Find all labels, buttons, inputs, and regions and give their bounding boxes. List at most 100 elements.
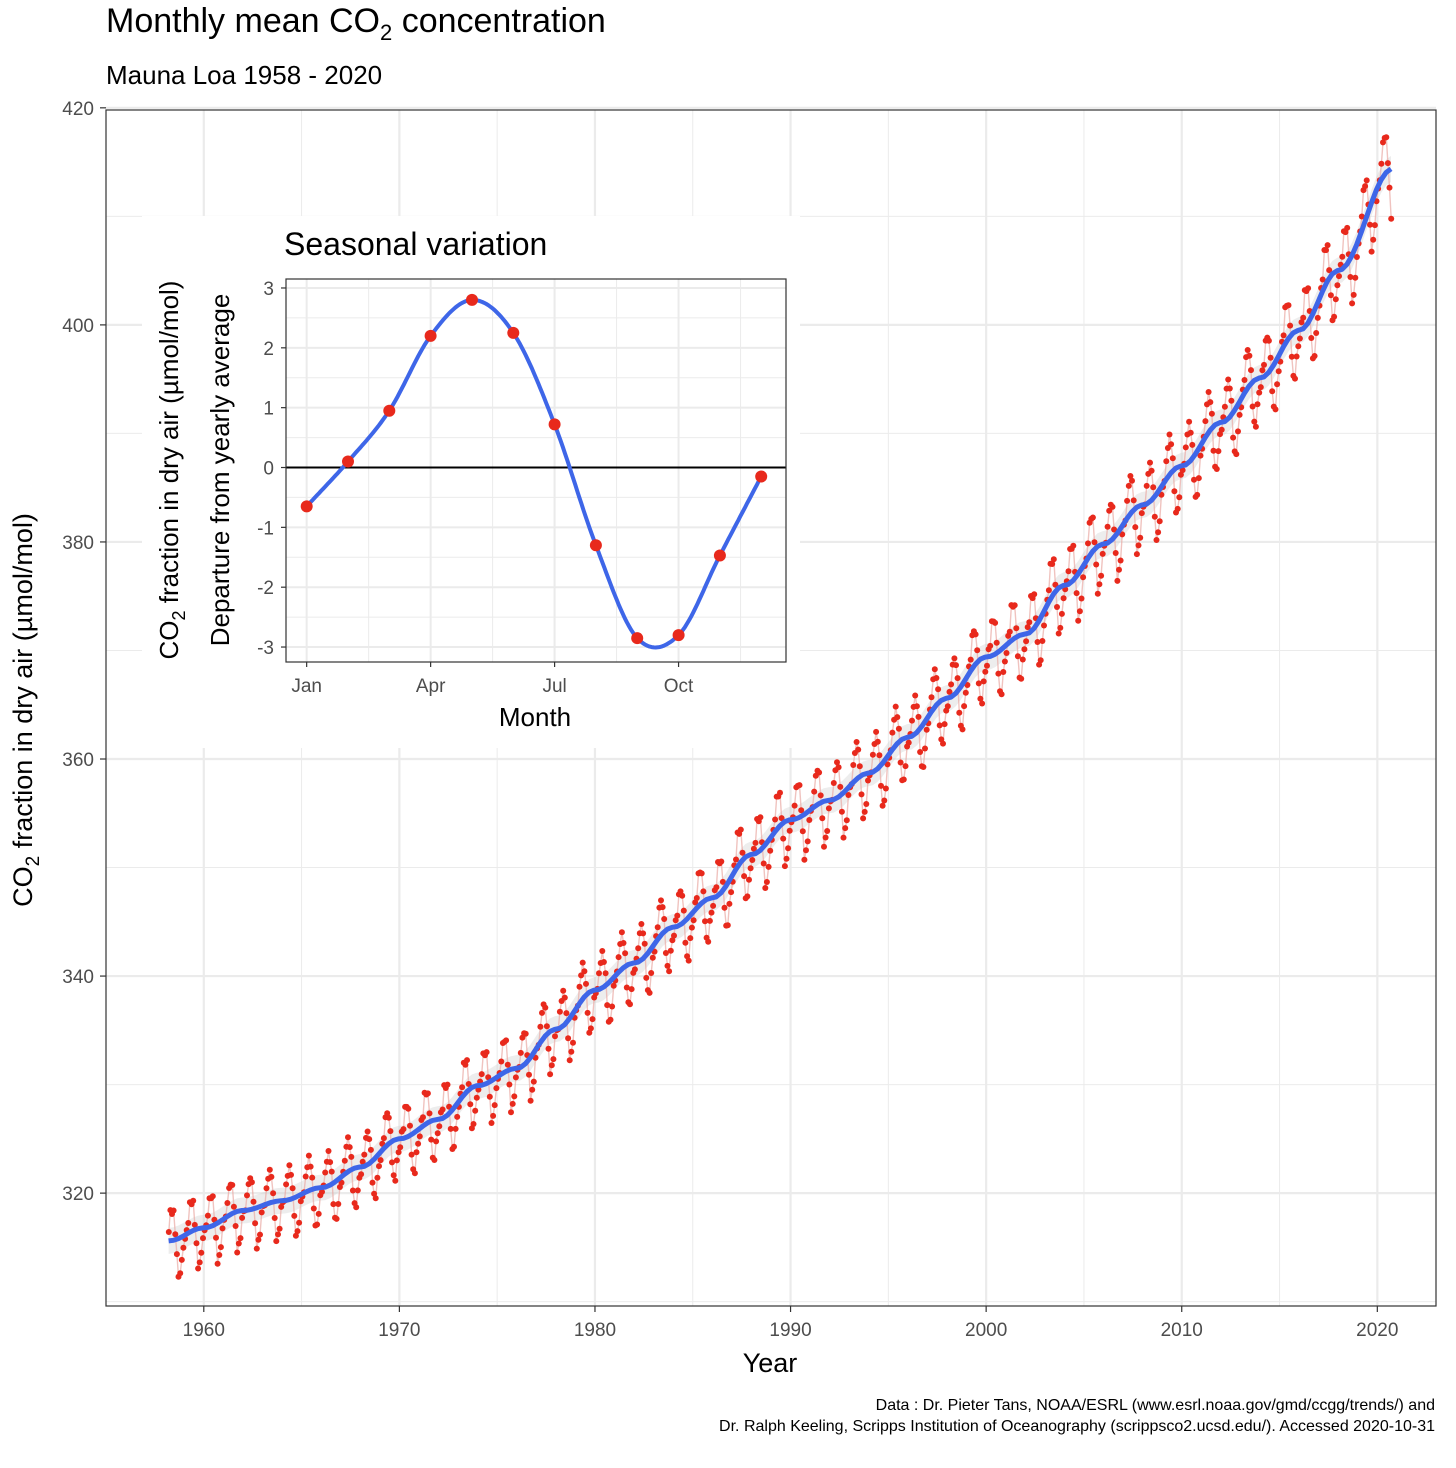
monthly-point [1221, 403, 1228, 410]
main-axis-ticks: 1960 1970 1980 1990 2000 2010 2020320340360380… [62, 99, 1398, 1341]
inset-x-tick-label: Jan [291, 676, 322, 697]
monthly-point [935, 686, 942, 693]
monthly-point [579, 959, 586, 966]
monthly-point [835, 764, 842, 771]
monthly-point [1135, 542, 1142, 549]
monthly-point [940, 740, 946, 747]
data-source-caption: Data : Dr. Pieter Tans, NOAA/ESRL (www.e… [719, 1395, 1435, 1437]
monthly-point [1254, 401, 1261, 408]
x-tick-label: 1970 [378, 1320, 420, 1341]
x-tick-label: 2010 [1161, 1320, 1203, 1341]
monthly-point [349, 1187, 356, 1194]
monthly-point [688, 924, 695, 931]
monthly-point [364, 1128, 371, 1135]
monthly-point [271, 1215, 278, 1221]
monthly-point [1275, 368, 1282, 375]
monthly-point [1380, 139, 1386, 146]
monthly-point [511, 1093, 518, 1100]
monthly-point [1249, 403, 1256, 410]
monthly-point [1367, 221, 1373, 228]
monthly-point [428, 1136, 435, 1143]
monthly-point [426, 1110, 433, 1117]
monthly-point [451, 1143, 457, 1150]
monthly-point [1023, 638, 1030, 645]
monthly-point [512, 1074, 519, 1081]
monthly-point [542, 1004, 549, 1011]
monthly-point [786, 827, 793, 834]
inset-month-point-may [466, 293, 478, 306]
monthly-point [1208, 410, 1215, 417]
inset-y-axis-label: CO2 fraction in dry air (µmol/mol) [154, 281, 189, 660]
monthly-point [354, 1187, 361, 1194]
monthly-point [1324, 242, 1331, 249]
monthly-point [1383, 134, 1390, 141]
monthly-point [185, 1220, 192, 1226]
inset-x-tick-label: Jul [542, 676, 566, 697]
monthly-point [757, 814, 764, 821]
monthly-point [235, 1240, 242, 1247]
monthly-point [1197, 452, 1204, 459]
monthly-point [345, 1134, 351, 1141]
monthly-point [390, 1172, 397, 1179]
monthly-point [268, 1173, 275, 1180]
monthly-point [358, 1171, 365, 1178]
monthly-point [1011, 602, 1018, 609]
monthly-point [1000, 669, 1007, 675]
monthly-point [361, 1151, 368, 1158]
monthly-point [1080, 574, 1087, 581]
monthly-point [728, 889, 735, 896]
monthly-point [649, 954, 656, 961]
monthly-point [873, 728, 880, 735]
monthly-point [1235, 428, 1241, 435]
monthly-point [1034, 639, 1041, 645]
monthly-point [263, 1185, 270, 1192]
monthly-point [319, 1188, 325, 1195]
monthly-point [1191, 476, 1197, 483]
monthly-point [998, 691, 1005, 698]
monthly-point [385, 1114, 392, 1121]
monthly-point [1285, 302, 1292, 309]
monthly-point [1288, 353, 1295, 360]
monthly-point [1163, 458, 1170, 465]
monthly-point [850, 762, 857, 768]
monthly-point [335, 1201, 342, 1207]
monthly-point [1148, 467, 1155, 474]
monthly-point [853, 739, 860, 745]
monthly-point [628, 986, 635, 993]
trend-line [168, 166, 1393, 1244]
monthly-point [698, 870, 705, 877]
monthly-point [801, 856, 808, 863]
monthly-point [1331, 313, 1338, 320]
monthly-point [666, 968, 673, 975]
monthly-point [550, 1056, 557, 1063]
monthly-point [923, 726, 930, 733]
monthly-point [486, 1093, 493, 1100]
monthly-point [278, 1203, 285, 1210]
monthly-point [547, 1071, 554, 1078]
x-axis-label: Year [743, 1348, 798, 1378]
monthly-point [1111, 526, 1118, 533]
monthly-point [825, 805, 832, 812]
monthly-point [273, 1238, 280, 1245]
monthly-point [1251, 418, 1258, 425]
monthly-point [587, 1025, 594, 1032]
monthly-point [366, 1136, 373, 1143]
monthly-point [1210, 447, 1217, 454]
monthly-point [527, 1097, 534, 1104]
monthly-point [204, 1212, 211, 1219]
monthly-point [452, 1125, 459, 1132]
inset-x-axis-label: Month [499, 702, 571, 732]
monthly-point [892, 703, 899, 710]
monthly-point [1041, 622, 1047, 629]
monthly-point [522, 1030, 529, 1037]
monthly-point [253, 1245, 260, 1252]
monthly-point [1233, 451, 1240, 458]
inset-panel-border [285, 278, 787, 663]
monthly-point [746, 876, 752, 883]
monthly-point [570, 1039, 576, 1046]
monthly-point [266, 1166, 273, 1173]
monthly-point [195, 1265, 202, 1272]
monthly-point [1368, 248, 1375, 255]
monthly-point [1057, 624, 1064, 631]
